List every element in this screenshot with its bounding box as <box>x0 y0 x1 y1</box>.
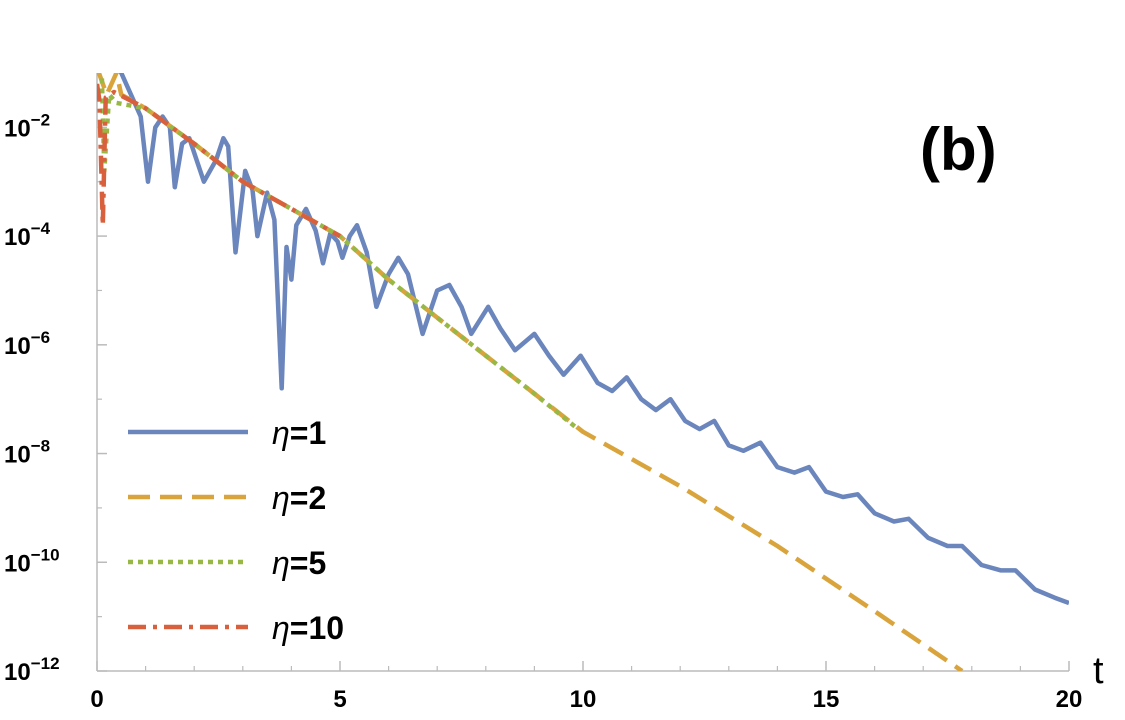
x-axis-label: t <box>1093 650 1104 692</box>
series-line-4 <box>97 83 342 239</box>
legend-label-4: η=10 <box>272 610 344 646</box>
legend-label-2: η=2 <box>272 480 326 516</box>
axes: 0 5 10 15 20 10−12 10−10 10−8 10−6 10−4 10−2 <box>4 73 1082 713</box>
x-tick-label: 20 <box>1056 686 1083 713</box>
x-tick-label: 15 <box>813 686 840 713</box>
legend-label-1: η=1 <box>272 415 326 451</box>
y-tick-label: 10−2 <box>4 110 50 142</box>
y-tick-label: 10−8 <box>4 437 50 469</box>
y-tick-label: 10−10 <box>4 545 60 577</box>
x-tick-label: 10 <box>570 686 597 713</box>
x-tick-label: 5 <box>333 686 346 713</box>
panel-label: (b) <box>920 116 997 183</box>
series-line-3 <box>99 78 580 431</box>
series-layer <box>97 73 1069 671</box>
legend-label-3: η=5 <box>272 545 326 581</box>
y-tick-label: 10−12 <box>4 654 60 686</box>
y-tick-label: 10−4 <box>4 219 51 251</box>
x-tick-label: 0 <box>90 686 103 713</box>
series-line-2 <box>97 73 964 671</box>
legend: η=1 η=2 η=5 η=10 <box>128 415 344 646</box>
y-tick-label: 10−6 <box>4 328 50 360</box>
